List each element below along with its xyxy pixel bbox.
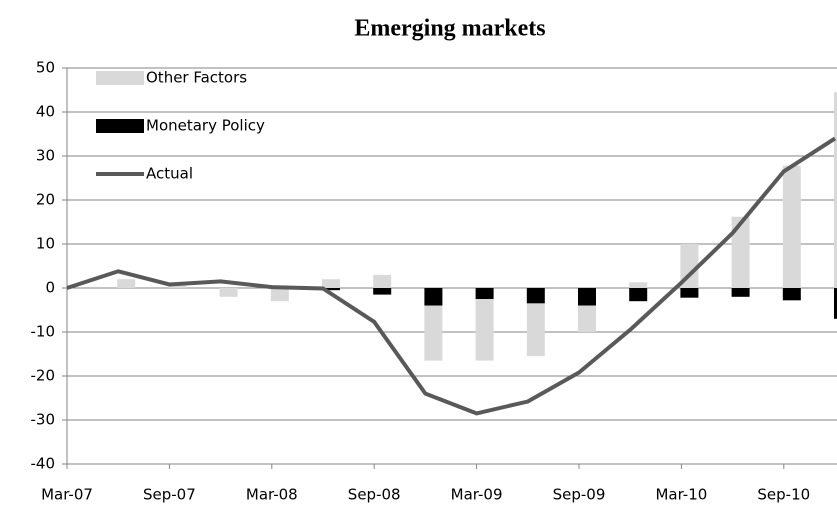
bar xyxy=(424,305,443,361)
y-tick-label: -30 xyxy=(31,411,56,429)
bar xyxy=(680,288,699,298)
bar xyxy=(475,288,494,299)
y-tick-label: 20 xyxy=(36,191,55,209)
x-tick-label: Mar-08 xyxy=(246,486,298,504)
legend-label: Monetary Policy xyxy=(146,117,265,135)
legend-label: Actual xyxy=(146,165,193,183)
bar xyxy=(526,288,545,304)
bar xyxy=(629,288,648,302)
bar xyxy=(731,288,750,297)
y-tick-label: 10 xyxy=(36,235,55,253)
y-tick-label: -10 xyxy=(31,323,56,341)
x-tick-label: Mar-07 xyxy=(41,486,93,504)
y-tick-label: -20 xyxy=(31,367,56,385)
x-tick-label: Sep-10 xyxy=(757,486,810,504)
bar xyxy=(475,299,494,361)
y-tick-label: 30 xyxy=(36,147,55,165)
x-tick-label: Mar-10 xyxy=(655,486,707,504)
x-tick-label: Sep-09 xyxy=(553,486,606,504)
x-tick-label: Mar-09 xyxy=(451,486,503,504)
bar xyxy=(782,165,801,288)
bar xyxy=(578,288,596,306)
bar xyxy=(731,216,750,288)
bar xyxy=(373,274,392,288)
bar xyxy=(322,279,340,288)
bar xyxy=(270,288,289,302)
bar xyxy=(322,288,340,291)
line xyxy=(66,136,837,416)
y-tick-label: -40 xyxy=(31,455,56,473)
bar xyxy=(834,288,837,319)
bar xyxy=(117,279,136,288)
bar xyxy=(168,285,187,288)
bar xyxy=(373,288,392,295)
y-tick-label: 0 xyxy=(45,279,55,297)
bar xyxy=(629,282,648,288)
bar xyxy=(782,288,801,301)
legend-label: Other Factors xyxy=(146,69,247,87)
y-tick-label: 50 xyxy=(36,59,55,77)
legend-swatch xyxy=(96,71,144,85)
bar xyxy=(526,303,545,357)
x-tick-label: Sep-08 xyxy=(348,486,401,504)
legend-swatch xyxy=(96,119,144,133)
bar xyxy=(219,288,238,297)
y-tick-label: 40 xyxy=(36,103,55,121)
x-tick-label: Sep-07 xyxy=(143,486,196,504)
bar xyxy=(424,288,443,306)
chart-title: Emerging markets xyxy=(354,16,545,42)
bar xyxy=(578,305,596,332)
bar xyxy=(834,92,837,288)
